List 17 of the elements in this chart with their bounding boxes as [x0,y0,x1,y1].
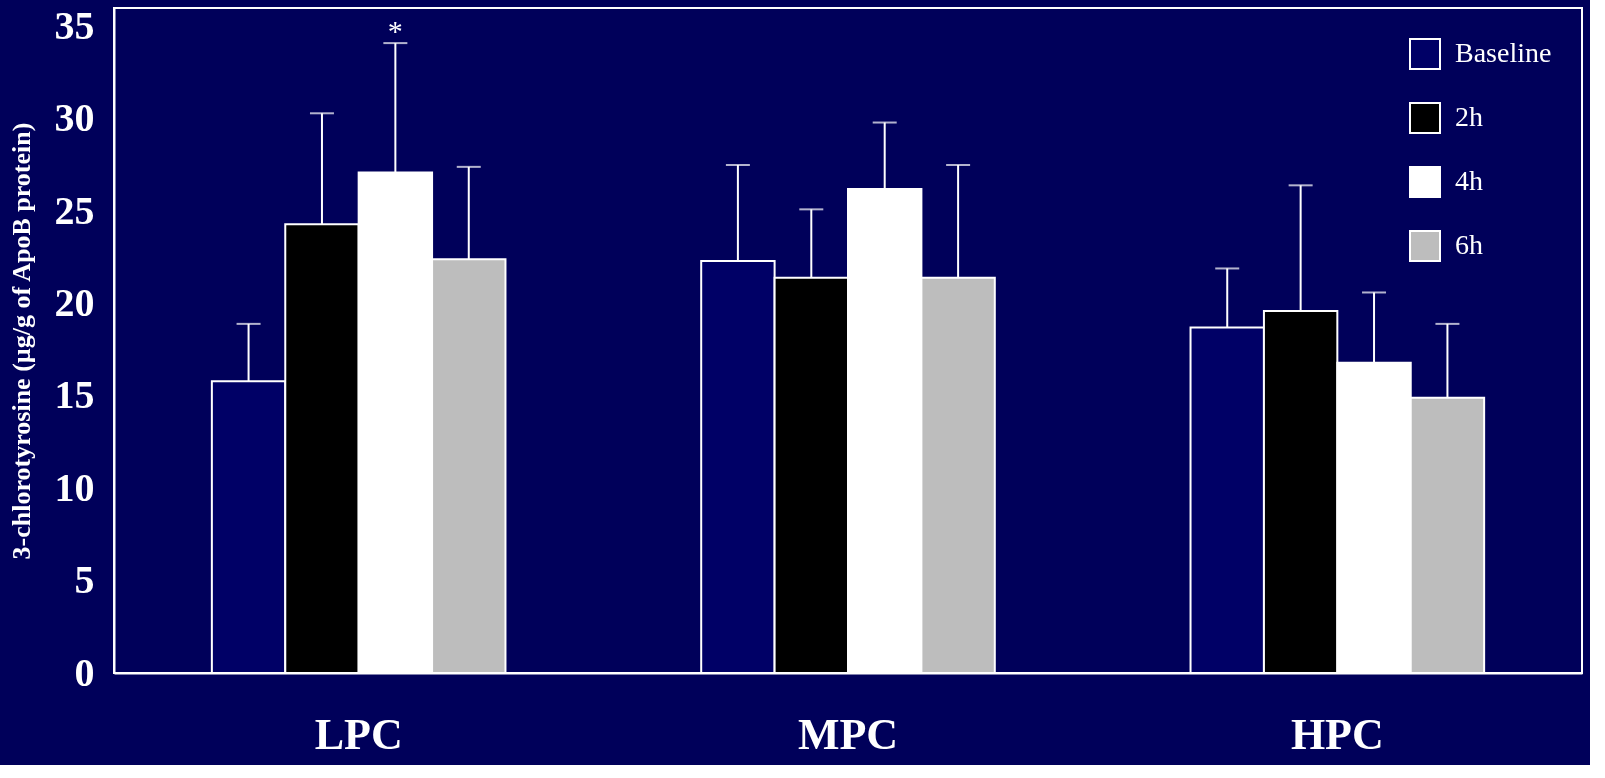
y-tick-label: 15 [54,372,95,418]
y-axis-title: 3-chlorotyrosine (µg/g of ApoB protein) [6,122,36,560]
legend-label: 6h [1455,229,1483,260]
legend-label: Baseline [1455,37,1552,68]
x-tick-label: LPC [314,709,403,759]
x-tick-label: MPC [797,709,899,759]
y-tick-label: 20 [54,280,95,326]
y-tick-label: 30 [54,95,95,141]
legend-label: 4h [1455,165,1483,196]
x-tick-label: HPC [1290,709,1384,759]
y-tick-label: 5 [74,557,95,603]
y-tick-label: 25 [54,187,95,233]
y-tick-label: 0 [74,649,95,695]
legend-label: 2h [1455,101,1483,132]
annotation: * [387,14,403,48]
y-tick-label: 35 [54,2,95,48]
y-tick-label: 10 [54,464,95,510]
